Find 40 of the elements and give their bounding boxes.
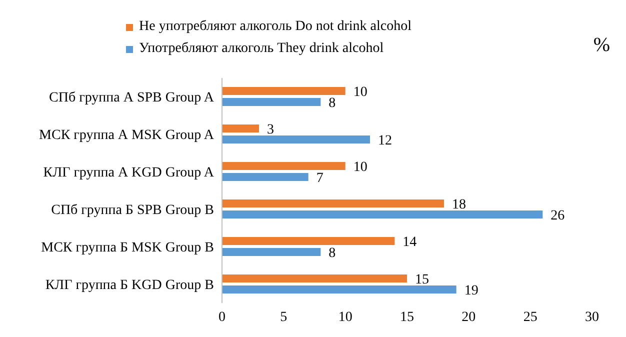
y-tick-label: КЛГ группа Б KGD Group B: [45, 278, 214, 294]
legend-label: Не употребляют алкоголь Do not drink alcohol: [139, 18, 412, 36]
data-label: 18: [452, 197, 466, 212]
x-tick-label: 30: [585, 310, 599, 325]
data-label: 3: [267, 122, 274, 138]
x-tick-label: 0: [218, 310, 226, 325]
bar: [222, 237, 395, 245]
data-label: 10: [353, 84, 368, 100]
y-tick-label: СПб группа А SPB Group A: [49, 90, 215, 106]
data-label: 7: [316, 170, 324, 186]
data-label: 26: [550, 208, 565, 224]
x-tick-label: 5: [280, 310, 288, 325]
bar: [222, 248, 321, 256]
data-label: 12: [378, 133, 392, 148]
x-tick-label: 25: [523, 310, 538, 325]
bar: [222, 162, 346, 170]
data-label: 8: [328, 246, 336, 261]
y-tick-label: СПб группа Б SPB Group B: [51, 203, 214, 218]
data-label: 15: [415, 272, 429, 288]
x-tick-label: 20: [462, 310, 476, 325]
data-label: 8: [328, 96, 336, 111]
bar: [222, 173, 308, 181]
data-label: 19: [464, 283, 478, 298]
bar: [222, 87, 346, 95]
legend-label: Употребляют алкоголь They drink alcohol: [139, 40, 384, 58]
data-label: 14: [402, 234, 417, 250]
x-axis-title: %: [593, 34, 610, 57]
bar: [222, 136, 370, 144]
x-tick-label: 10: [338, 310, 352, 325]
bar: [222, 210, 543, 218]
y-tick-label: КЛГ группа А KGD Group A: [43, 166, 215, 181]
x-tick-label: 15: [400, 310, 414, 325]
y-tick-label: МСК группа Б MSK Group B: [41, 240, 214, 256]
bar: [222, 286, 456, 294]
bar: [222, 274, 407, 282]
data-label: 10: [353, 160, 368, 175]
bar: [222, 124, 259, 132]
bar: [222, 98, 321, 106]
bar: [222, 200, 444, 208]
y-tick-label: МСК группа А MSK Group A: [39, 128, 215, 144]
